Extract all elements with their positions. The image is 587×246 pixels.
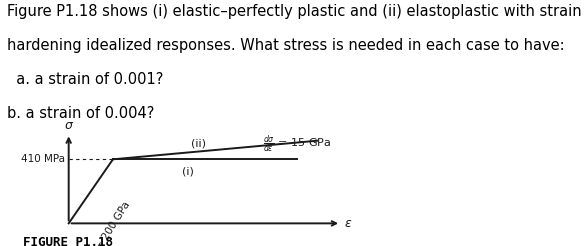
Text: $\frac{d\sigma}{d\varepsilon}$ = 15 GPa: $\frac{d\sigma}{d\varepsilon}$ = 15 GPa bbox=[263, 134, 331, 155]
Text: b. a strain of 0.004?: b. a strain of 0.004? bbox=[7, 106, 154, 121]
Text: (ii): (ii) bbox=[191, 139, 205, 149]
Text: E = 200 GPa: E = 200 GPa bbox=[89, 200, 132, 246]
Text: Figure P1.18 shows (i) elastic–perfectly plastic and (ii) elastoplastic with str: Figure P1.18 shows (i) elastic–perfectly… bbox=[7, 4, 582, 19]
Text: ε: ε bbox=[345, 217, 351, 230]
Text: a. a strain of 0.001?: a. a strain of 0.001? bbox=[7, 72, 163, 87]
Text: FIGURE P1.18: FIGURE P1.18 bbox=[23, 236, 113, 246]
Text: (i): (i) bbox=[182, 167, 194, 177]
Text: 410 MPa: 410 MPa bbox=[21, 154, 65, 164]
Text: σ: σ bbox=[65, 120, 73, 132]
Text: hardening idealized responses. What stress is needed in each case to have:: hardening idealized responses. What stre… bbox=[7, 38, 565, 53]
